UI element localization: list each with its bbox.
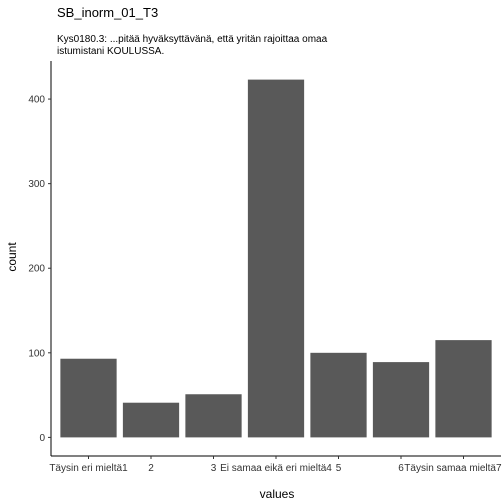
bar-7 — [435, 340, 492, 438]
x-tick-label: Ei samaa eikä eri mieltä4 — [220, 463, 332, 474]
bar-2 — [122, 402, 180, 438]
chart-title: SB_inorm_01_T3 — [57, 5, 158, 20]
y-tick-label: 0 — [39, 433, 45, 444]
x-tick-label: Täysin samaa mieltä7 — [404, 463, 502, 474]
x-axis-title: values — [260, 487, 295, 501]
bar-1 — [60, 358, 117, 438]
chart-subtitle-line-1: Kys0180.3: ...pitää hyväksyttävänä, että… — [57, 34, 328, 45]
x-tick-label: Täysin eri mieltä1 — [49, 463, 128, 474]
chart-subtitle-line-2: istumistani KOULUSSA. — [57, 46, 164, 57]
y-tick-label: 200 — [28, 264, 45, 275]
bar-3 — [185, 394, 242, 438]
x-tick-label: 2 — [148, 463, 154, 474]
bars-group — [60, 79, 492, 438]
y-axis-title: count — [5, 242, 19, 272]
bar-4 — [247, 79, 305, 438]
bar-6 — [372, 362, 430, 438]
y-tick-label: 300 — [28, 179, 45, 190]
y-tick-label: 400 — [28, 95, 45, 106]
x-tick-label: 3 — [211, 463, 217, 474]
y-tick-label: 100 — [28, 348, 45, 359]
y-axis: 0 100 200 300 400 — [28, 61, 52, 456]
bar-5 — [310, 352, 367, 438]
x-tick-label: 5 — [336, 463, 342, 474]
x-axis: Täysin eri mieltä1 2 3 Ei samaa eikä eri mi… — [49, 455, 502, 474]
x-tick-label: 6 — [398, 463, 404, 474]
